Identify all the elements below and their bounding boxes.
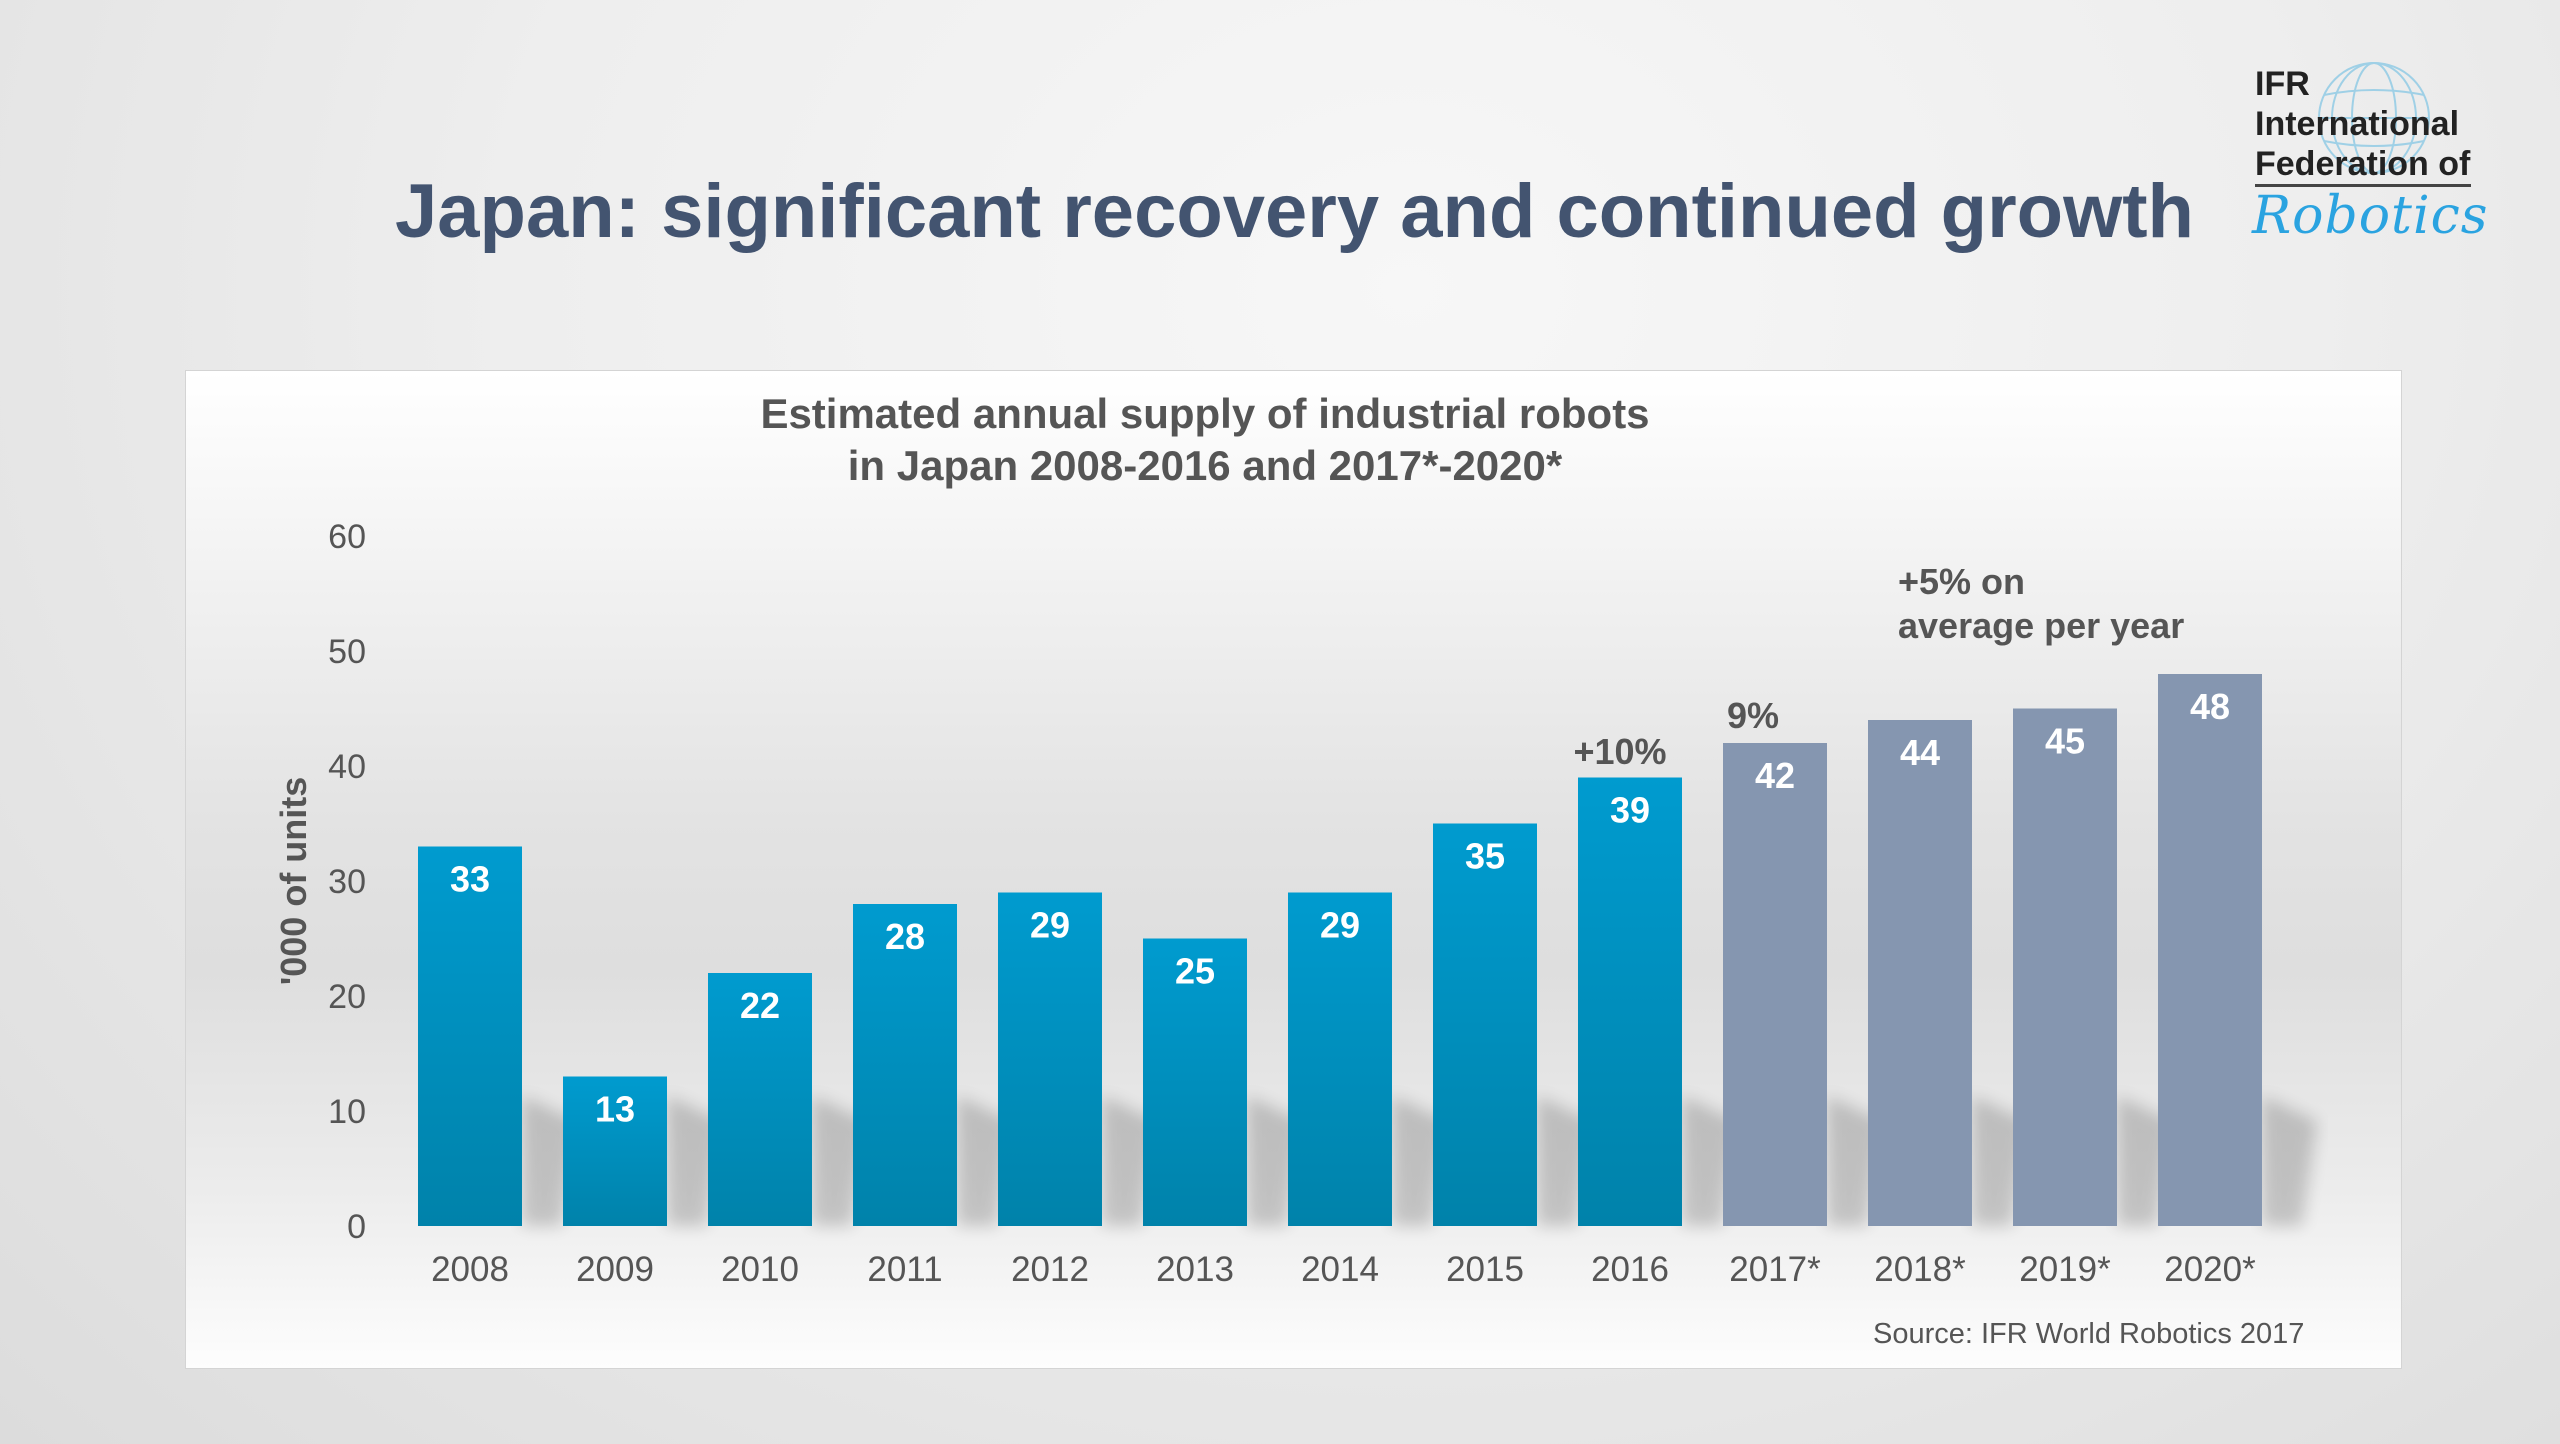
bar-data-label: 42 <box>1755 755 1795 796</box>
y-tick-label: 20 <box>328 978 366 1016</box>
logo-ifr: IFR <box>2255 65 2310 103</box>
x-tick-label: 2008 <box>431 1250 509 1289</box>
x-tick-label: 2019* <box>2019 1250 2111 1289</box>
x-tick-label: 2014 <box>1301 1250 1379 1289</box>
bar-actual <box>998 892 1102 1226</box>
bar-actual <box>1288 892 1392 1226</box>
logo-international: International <box>2255 105 2460 143</box>
bar-forecast <box>2013 708 2117 1226</box>
chart-title-line-2: in Japan 2008-2016 and 2017*-2020* <box>847 442 1563 489</box>
chart-title: Estimated annual supply of industrial ro… <box>580 388 1830 492</box>
y-tick-label: 30 <box>328 863 366 901</box>
bar-data-label: 28 <box>885 916 925 957</box>
bar-data-label: 45 <box>2045 721 2085 762</box>
bar-data-label: 39 <box>1610 790 1650 831</box>
bar-data-label: 29 <box>1030 905 1070 946</box>
bar-shadow <box>2262 1096 2317 1226</box>
annotations: +10% 9% +5% on average per year <box>1573 561 2184 772</box>
bar-actual <box>563 1076 667 1226</box>
bar-forecast <box>1723 743 1827 1226</box>
x-tick-label: 2016 <box>1591 1250 1669 1289</box>
slide-title: Japan: significant recovery and continue… <box>395 169 2194 254</box>
y-tick-label: 10 <box>328 1093 366 1131</box>
source-note: Source: IFR World Robotics 2017 <box>1873 1318 2305 1350</box>
logo-federation: Federation of <box>2255 145 2471 183</box>
growth-annotation: +10% <box>1573 731 1666 772</box>
bar-data-label: 29 <box>1320 905 1360 946</box>
x-tick-label: 2013 <box>1156 1250 1234 1289</box>
bar-actual <box>853 904 957 1226</box>
y-tick-label: 60 <box>328 518 366 556</box>
bar-data-label: 44 <box>1900 732 1940 773</box>
x-axis: 2008 2009 2010 2011 2012 2013 2014 2015 2016 2017… <box>431 1250 2256 1289</box>
bar-data-label: 48 <box>2190 686 2230 727</box>
bar-data-label: 35 <box>1465 836 1505 877</box>
logo-robotics: Robotics <box>2252 186 2489 246</box>
bar-data-label: 25 <box>1175 951 1215 992</box>
x-tick-label: 2011 <box>867 1250 942 1289</box>
y-tick-label: 0 <box>347 1208 366 1246</box>
bar-actual <box>418 846 522 1226</box>
y-tick-label: 40 <box>328 748 366 786</box>
bar-forecast <box>2158 674 2262 1226</box>
x-tick-label: 2012 <box>1011 1250 1089 1289</box>
bars: 33 13 22 28 29 25 29 35 39 42 44 45 48 <box>418 674 2262 1226</box>
bar-actual <box>708 973 812 1226</box>
bar-actual <box>1433 823 1537 1226</box>
bar-data-label: 13 <box>595 1089 635 1130</box>
growth-annotation: +5% on <box>1898 561 2025 602</box>
x-tick-label: 2009 <box>576 1250 654 1289</box>
bar-actual <box>1578 777 1682 1226</box>
chart-title-line-1: Estimated annual supply of industrial ro… <box>760 390 1650 437</box>
x-tick-label: 2017* <box>1729 1250 1821 1289</box>
growth-annotation: average per year <box>1898 605 2184 646</box>
x-tick-label: 2018* <box>1874 1250 1966 1289</box>
y-tick-label: 50 <box>328 633 366 671</box>
bar-actual <box>1143 938 1247 1226</box>
x-tick-label: 2010 <box>721 1250 799 1289</box>
y-axis: 0 10 20 30 40 50 60 '000 of units <box>273 518 366 1246</box>
bar-forecast <box>1868 720 1972 1226</box>
bar-data-label: 22 <box>740 985 780 1026</box>
x-tick-label: 2015 <box>1446 1250 1524 1289</box>
logo-underline <box>2255 184 2471 187</box>
x-tick-label: 2020* <box>2164 1250 2256 1289</box>
growth-annotation: 9% <box>1727 695 1779 736</box>
globe-icon <box>2318 62 2430 174</box>
y-axis-label: '000 of units <box>273 777 314 986</box>
bar-data-label: 33 <box>450 859 490 900</box>
